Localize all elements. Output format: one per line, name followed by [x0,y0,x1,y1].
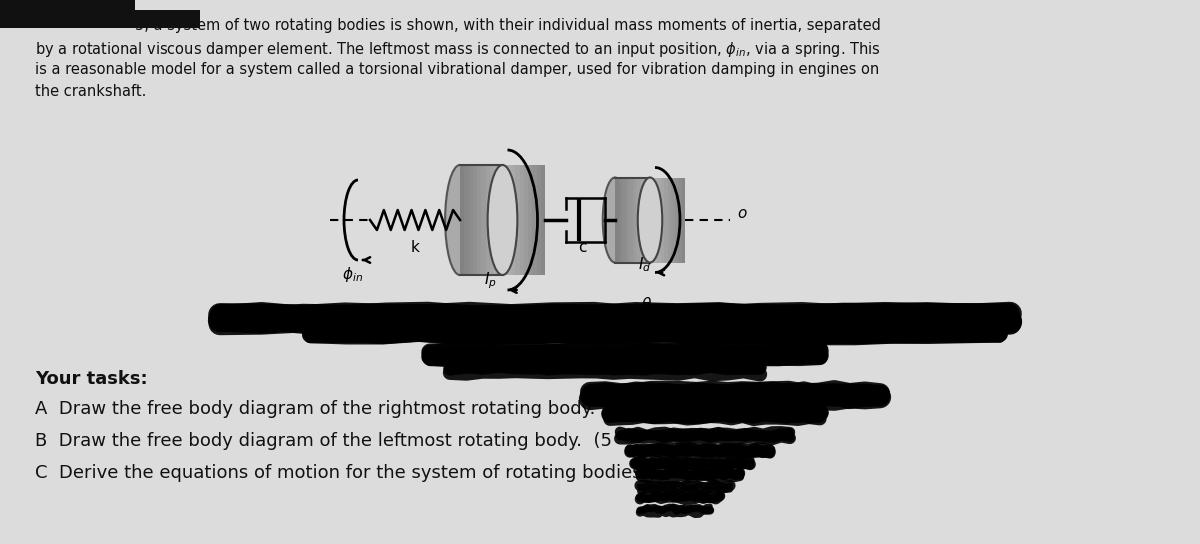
Text: o: o [737,206,746,220]
Bar [650,177,654,263]
Bar [490,165,494,275]
Bar [494,165,498,275]
Bar [460,165,464,275]
Bar [667,177,671,263]
Bar [616,177,618,263]
Bar [468,165,473,275]
Bar [622,177,625,263]
Text: $I_d$: $I_d$ [638,255,652,274]
Text: is a reasonable model for a system called a torsional vibrational damper, used f: is a reasonable model for a system calle… [35,62,880,77]
Bar [632,177,636,263]
Text: Your tasks:: Your tasks: [35,370,148,388]
Bar [486,165,490,275]
Bar [473,165,478,275]
Bar [660,177,664,263]
Ellipse shape [637,177,662,263]
Bar [503,165,506,275]
Bar [0,10,200,28]
Bar [464,165,468,275]
Bar [640,177,643,263]
Text: $I_p$: $I_p$ [484,270,497,290]
Ellipse shape [445,165,475,275]
Bar [678,177,682,263]
Bar [533,165,536,275]
Bar [0,0,134,28]
Bar [664,177,667,263]
Text: $\theta_d$: $\theta_d$ [641,295,659,314]
Text: c: c [577,240,587,255]
Bar [625,177,629,263]
Text: the crankshaft.: the crankshaft. [35,84,146,99]
Text: B  Draw the free body diagram of the leftmost rotating body.  (5: B Draw the free body diagram of the left… [35,432,612,450]
Bar [618,177,622,263]
Text: A  Draw the free body diagram of the rightmost rotating body.: A Draw the free body diagram of the righ… [35,400,595,418]
Bar [478,165,481,275]
Bar [515,165,520,275]
Text: Fi: Fi [228,322,236,332]
Bar [629,177,632,263]
Bar [498,165,503,275]
Text: C  Derive the equations of motion for the system of rotating bodies (: C Derive the equations of motion for the… [35,464,654,482]
Bar [528,165,533,275]
Text: by a rotational viscous damper element. The leftmost mass is connected to an inp: by a rotational viscous damper element. … [35,40,881,59]
Bar [654,177,658,263]
Bar [506,165,511,275]
Bar [671,177,674,263]
Bar [674,177,678,263]
Bar [647,177,650,263]
Bar [511,165,515,275]
Bar [523,165,528,275]
Bar [541,165,545,275]
Text: $\theta_p$: $\theta_p$ [491,305,509,326]
Ellipse shape [487,165,517,275]
Bar [481,165,486,275]
Text: 5, a system of two rotating bodies is shown, with their individual mass moments : 5, a system of two rotating bodies is sh… [134,18,881,33]
Text: k: k [410,240,420,255]
Text: $\phi_{in}$: $\phi_{in}$ [342,265,364,284]
Bar [682,177,685,263]
Ellipse shape [602,177,628,263]
Bar [520,165,523,275]
Bar [636,177,640,263]
Bar [536,165,541,275]
Bar [658,177,660,263]
Bar [643,177,647,263]
